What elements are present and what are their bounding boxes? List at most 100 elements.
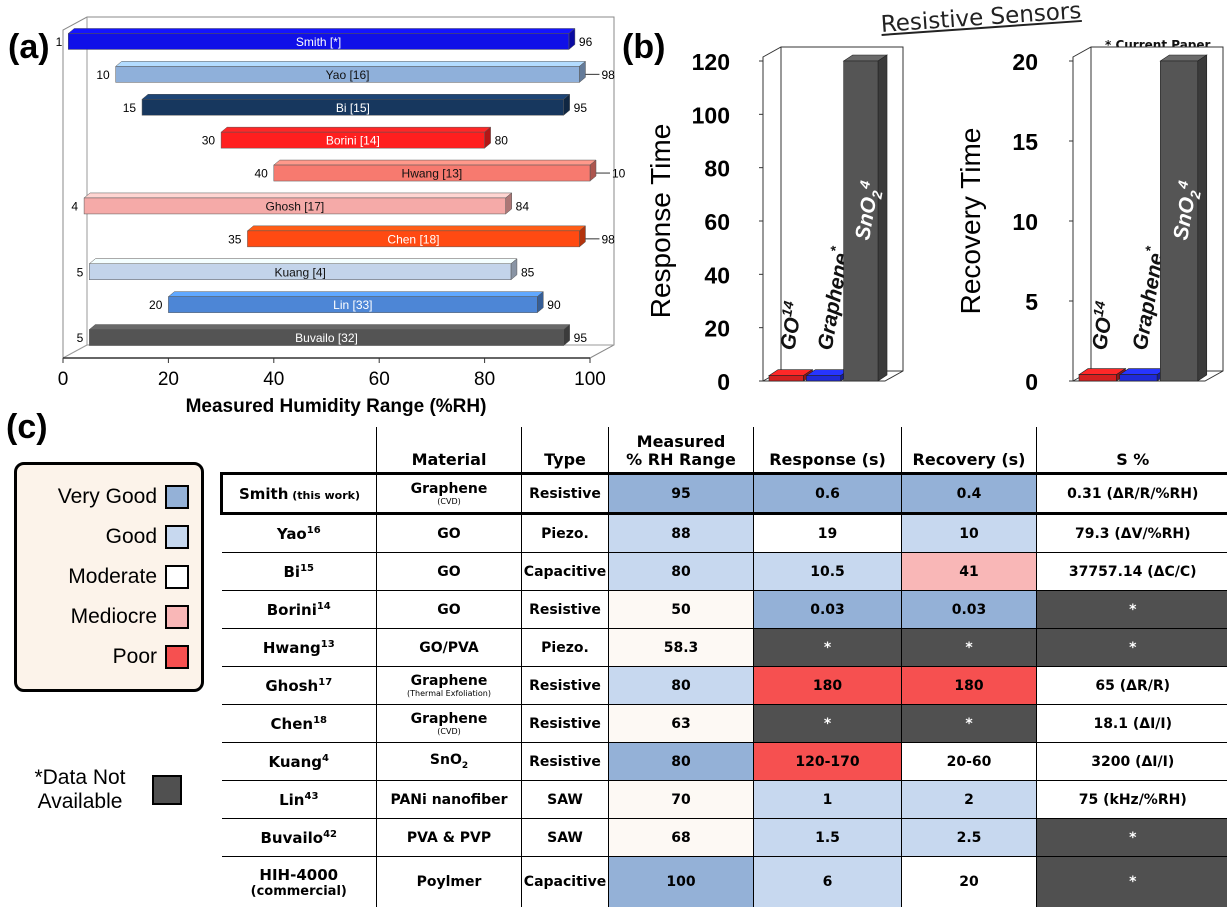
cell-range: 58.3 xyxy=(609,629,754,667)
legend-item-poor: Poor xyxy=(113,641,189,673)
legend-label: Mediocre xyxy=(71,605,157,629)
cell-reference: Smith (this work) xyxy=(222,474,377,514)
material-method: (CVD) xyxy=(377,497,521,506)
cell-sensitivity: 18.1 (ΔI/I) xyxy=(1037,705,1227,743)
range-bar-top xyxy=(274,160,596,165)
x-tick-label: 100 xyxy=(574,369,606,390)
range-start-label: 5 xyxy=(77,331,84,345)
y-tick-label: 80 xyxy=(704,156,730,182)
cell-material: GO xyxy=(377,591,522,629)
material-name: PVA & PVP xyxy=(407,830,491,846)
legend-swatch xyxy=(165,565,189,589)
cell-type: Resistive xyxy=(522,591,609,629)
y-tick-label: 20 xyxy=(704,316,730,342)
reference-number: 18 xyxy=(313,715,327,726)
range-bar-label: Smith [*] xyxy=(296,35,341,49)
cell-material: PANi nanofiber xyxy=(377,781,522,819)
cell-reference: Buvailo42 xyxy=(222,819,377,857)
reference-number: 17 xyxy=(318,677,332,688)
bar-side xyxy=(1198,55,1207,381)
range-end-label: 90 xyxy=(547,298,561,312)
reference-name: HIH-4000 xyxy=(222,866,377,884)
legend-label: Good xyxy=(106,525,157,549)
x-axis-label: Measured Humidity Range (%RH) xyxy=(186,396,487,417)
legend-item-good: Good xyxy=(106,521,189,553)
reference-suffix: (commercial) xyxy=(222,884,377,899)
range-start-label: 1 xyxy=(56,35,63,49)
cell-response: 0.6 xyxy=(754,474,902,514)
material-name: Graphene xyxy=(377,481,521,497)
range-bar-label: Bi [15] xyxy=(336,101,370,115)
cell-response: 19 xyxy=(754,514,902,553)
cell-material: GO/PVA xyxy=(377,629,522,667)
x-tick-label: 0 xyxy=(58,369,69,390)
cell-recovery: 0.4 xyxy=(902,474,1037,514)
reference-number: 13 xyxy=(321,639,335,650)
material-subscript: 2 xyxy=(462,761,468,771)
cell-recovery: 180 xyxy=(902,667,1037,705)
recovery-time-label: Recovery Time xyxy=(955,128,986,315)
cell-reference: Ghosh17 xyxy=(222,667,377,705)
cell-recovery: 2 xyxy=(902,781,1037,819)
reference-name: Bi xyxy=(284,563,301,581)
response-time-label: Response Time xyxy=(645,124,676,319)
cell-range: 70 xyxy=(609,781,754,819)
range-start-label: 30 xyxy=(202,134,216,148)
col-header-material: Material xyxy=(377,427,522,474)
material-name: GO xyxy=(437,526,460,542)
col-header-name xyxy=(222,427,377,474)
cell-sensitivity: 75 (kHz/%RH) xyxy=(1037,781,1227,819)
cell-recovery: * xyxy=(902,705,1037,743)
cell-response: 10.5 xyxy=(754,553,902,591)
material-name: Graphene xyxy=(377,711,521,727)
bar-face xyxy=(1079,375,1116,381)
y-tick-label: 20 xyxy=(1012,49,1038,75)
cell-range: 80 xyxy=(609,553,754,591)
range-end-label: 80 xyxy=(495,134,509,148)
cell-type: Piezo. xyxy=(522,514,609,553)
x-tick-label: 20 xyxy=(158,369,179,390)
cell-sensitivity: * xyxy=(1037,591,1227,629)
cell-sensitivity: * xyxy=(1037,629,1227,667)
legend-item-mediocre: Mediocre xyxy=(71,601,189,633)
cell-range: 50 xyxy=(609,591,754,629)
cell-range: 100 xyxy=(609,857,754,907)
chart-frame-floor-edge xyxy=(63,345,87,358)
reference-number: 15 xyxy=(300,563,314,574)
bar-face xyxy=(769,376,803,381)
reference-number: 4 xyxy=(322,753,329,764)
material-name: GO/PVA xyxy=(419,640,479,656)
cell-material: Graphene(Thermal Exfoliation) xyxy=(377,667,522,705)
cell-sensitivity: 65 (ΔR/R) xyxy=(1037,667,1227,705)
range-bar-label: Chen [18] xyxy=(387,232,439,246)
range-bar-top xyxy=(84,193,512,198)
comparison-table: Material Type Measured % RH Range Respon… xyxy=(220,427,1227,907)
range-start-label: 4 xyxy=(71,199,78,213)
material-name: Poylmer xyxy=(417,874,482,890)
cell-type: Capacitive xyxy=(522,857,609,907)
range-end-label: 84 xyxy=(516,199,530,213)
reference-number: 14 xyxy=(317,601,331,612)
material-name: SnO xyxy=(430,752,462,768)
range-end-label: 96 xyxy=(579,35,593,49)
y-tick-label: 60 xyxy=(704,209,730,235)
range-end-label: 98 xyxy=(601,232,615,246)
reference-name: Yao xyxy=(277,525,307,543)
range-bar-top xyxy=(221,127,491,132)
col-header-range: Measured % RH Range xyxy=(609,427,754,474)
cell-material: GO xyxy=(377,514,522,553)
cell-response: * xyxy=(754,629,902,667)
cell-type: Capacitive xyxy=(522,553,609,591)
cell-range: 80 xyxy=(609,743,754,781)
cell-reference: Hwang13 xyxy=(222,629,377,667)
col-header-range-line2: % RH Range xyxy=(609,451,753,469)
material-name: GO xyxy=(437,564,460,580)
